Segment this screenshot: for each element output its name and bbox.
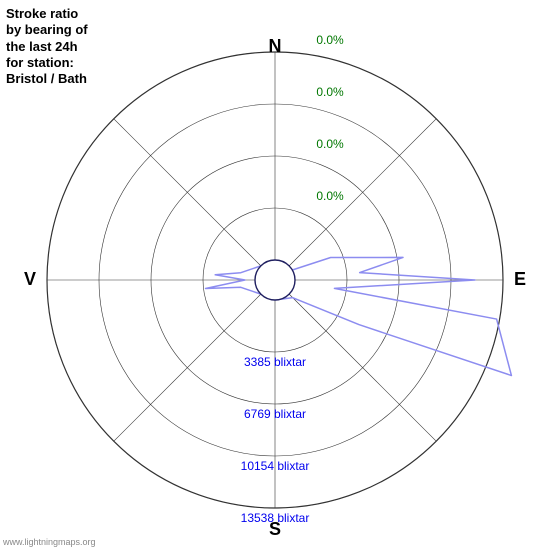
stroke-ratio-polar-chart: NESV0.0%0.0%0.0%0.0%3385 blixtar6769 bli… [0,0,550,550]
ring-label-top: 0.0% [316,33,344,47]
ring-label-bottom: 13538 blixtar [241,511,310,525]
ring-label-bottom: 3385 blixtar [244,355,306,369]
chart-title: Stroke ratio by bearing of the last 24h … [6,6,88,87]
ring-label-top: 0.0% [316,189,344,203]
ring-label-top: 0.0% [316,137,344,151]
ring-label-top: 0.0% [316,85,344,99]
credit-text: www.lightningmaps.org [3,537,96,547]
ring-label-bottom: 10154 blixtar [241,459,310,473]
compass-label-e: E [514,269,526,289]
compass-label-w: V [24,269,36,289]
ring-label-bottom: 6769 blixtar [244,407,306,421]
compass-label-n: N [269,36,282,56]
